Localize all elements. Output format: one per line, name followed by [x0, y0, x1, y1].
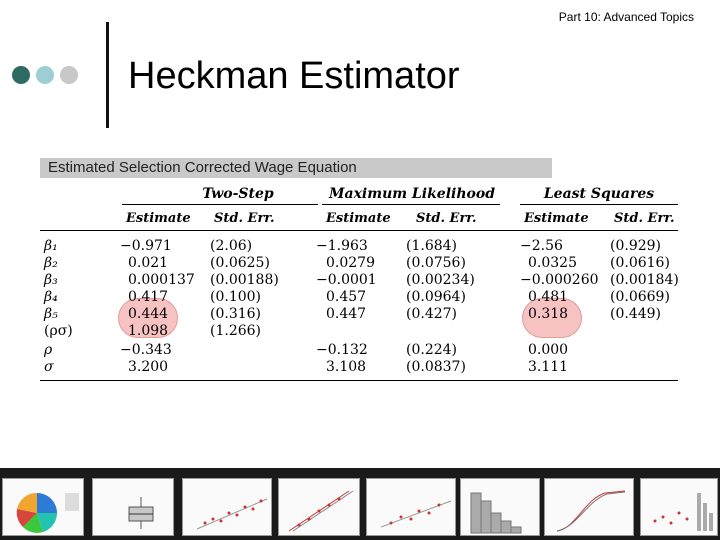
cell-ls-est: −0.000260 — [520, 272, 599, 288]
highlight-least-squares — [522, 298, 582, 338]
scatter-plot-icon — [380, 500, 452, 528]
highlight-two-step — [118, 298, 178, 338]
histogram-thumbnail — [460, 478, 540, 536]
cell-ts-est: 1.098 — [128, 323, 169, 339]
cell-ts-est: 0.444 — [128, 306, 169, 322]
row-symbol: (ρσ) — [44, 323, 73, 339]
cell-ls-est: 0.0325 — [528, 255, 577, 271]
bottom-rule — [40, 380, 678, 381]
cell-ls-est: −2.56 — [520, 238, 563, 254]
col-stderr-ts: Std. Err. — [214, 211, 275, 226]
cell-ts-est: 0.000137 — [128, 272, 195, 288]
scatter-plot-icon — [196, 498, 268, 530]
cell-ls-se: (0.0669) — [610, 289, 670, 305]
row-symbol: ρ — [44, 342, 53, 358]
row-symbol: σ — [44, 359, 54, 375]
cell-ml-est: 0.0279 — [326, 255, 375, 271]
cell-ml-est: −0.132 — [316, 342, 368, 358]
cell-ts-est: 0.021 — [128, 255, 169, 271]
col-stderr-ls: Std. Err. — [614, 211, 675, 226]
row-symbol: β₁ — [44, 238, 58, 254]
cdf-plot-thumbnail — [544, 478, 634, 536]
table-caption: Estimated Selection Corrected Wage Equat… — [40, 158, 552, 178]
histogram-icon — [470, 492, 522, 534]
cdf-plot-icon — [556, 490, 626, 532]
scatter-plot-thumbnail-2 — [366, 478, 456, 536]
cell-ml-est: 0.457 — [326, 289, 367, 305]
cell-ts-se: (0.316) — [210, 306, 262, 322]
probability-plot-thumbnail — [278, 478, 360, 536]
group-two-step: Two-Step — [202, 186, 274, 202]
group-rule-least-squares — [520, 204, 678, 205]
slide-title: Heckman Estimator — [128, 55, 460, 97]
cell-ts-est: −0.971 — [120, 238, 172, 254]
group-rule-max-likelihood — [322, 204, 500, 205]
cell-ts-se: (2.06) — [210, 238, 253, 254]
cell-ts-se: (1.266) — [210, 323, 262, 339]
box-plot-icon — [128, 497, 154, 529]
pie-chart-icon — [16, 492, 79, 533]
cell-ls-se: (0.449) — [610, 306, 662, 322]
cell-ml-se: (1.684) — [406, 238, 458, 254]
cell-ml-se: (0.0756) — [406, 255, 466, 271]
header-rule — [40, 230, 678, 231]
title-divider — [106, 22, 109, 128]
cell-ts-est: 3.200 — [128, 359, 169, 375]
cell-ts-est: −0.343 — [120, 342, 172, 358]
row-symbol: β₅ — [44, 306, 58, 322]
cell-ls-est: 3.111 — [528, 359, 569, 375]
row-symbol: β₃ — [44, 272, 58, 288]
cell-ls-est: 0.481 — [528, 289, 569, 305]
col-stderr-ml: Std. Err. — [416, 211, 477, 226]
cell-ml-se: (0.224) — [406, 342, 458, 358]
probability-plot-icon — [288, 490, 354, 532]
thumbnail-strip — [0, 468, 720, 540]
decorative-dots — [12, 66, 78, 84]
pie-chart-thumbnail — [2, 478, 84, 536]
col-estimate-ls: Estimate — [524, 211, 589, 226]
dot-teal — [36, 66, 54, 84]
cell-ls-se: (0.0616) — [610, 255, 670, 271]
scatter-plot-thumbnail — [182, 478, 272, 536]
cell-ml-se: (0.00234) — [406, 272, 475, 288]
cell-ml-se: (0.0837) — [406, 359, 466, 375]
group-least-squares: Least Squares — [543, 186, 655, 202]
cell-ml-se: (0.427) — [406, 306, 458, 322]
col-estimate-ts: Estimate — [126, 211, 191, 226]
box-plot-thumbnail — [92, 478, 174, 536]
cell-ls-se: (0.00184) — [610, 272, 679, 288]
cell-ls-se: (0.929) — [610, 238, 662, 254]
cell-ml-se: (0.0964) — [406, 289, 466, 305]
cell-ml-est: −1.963 — [316, 238, 368, 254]
col-estimate-ml: Estimate — [326, 211, 391, 226]
cell-ml-est: −0.0001 — [316, 272, 377, 288]
cell-ml-est: 3.108 — [326, 359, 367, 375]
results-table: Estimated Selection Corrected Wage Equat… — [38, 158, 680, 384]
cell-ls-est: 0.318 — [528, 306, 569, 322]
cell-ts-se: (0.00188) — [210, 272, 279, 288]
group-rule-two-step — [122, 204, 318, 205]
cell-ts-se: (0.0625) — [210, 255, 270, 271]
row-symbol: β₄ — [44, 289, 58, 305]
cell-ts-se: (0.100) — [210, 289, 262, 305]
dot-dark — [12, 66, 30, 84]
cell-ts-est: 0.417 — [128, 289, 169, 305]
scatter-histogram-thumbnail — [640, 478, 718, 536]
section-label: Part 10: Advanced Topics — [558, 10, 694, 24]
cell-ls-est: 0.000 — [528, 342, 569, 358]
dot-gray — [60, 66, 78, 84]
group-max-likelihood: Maximum Likelihood — [329, 186, 495, 202]
cell-ml-est: 0.447 — [326, 306, 367, 322]
row-symbol: β₂ — [44, 255, 58, 271]
scatter-histogram-icon — [653, 493, 713, 531]
